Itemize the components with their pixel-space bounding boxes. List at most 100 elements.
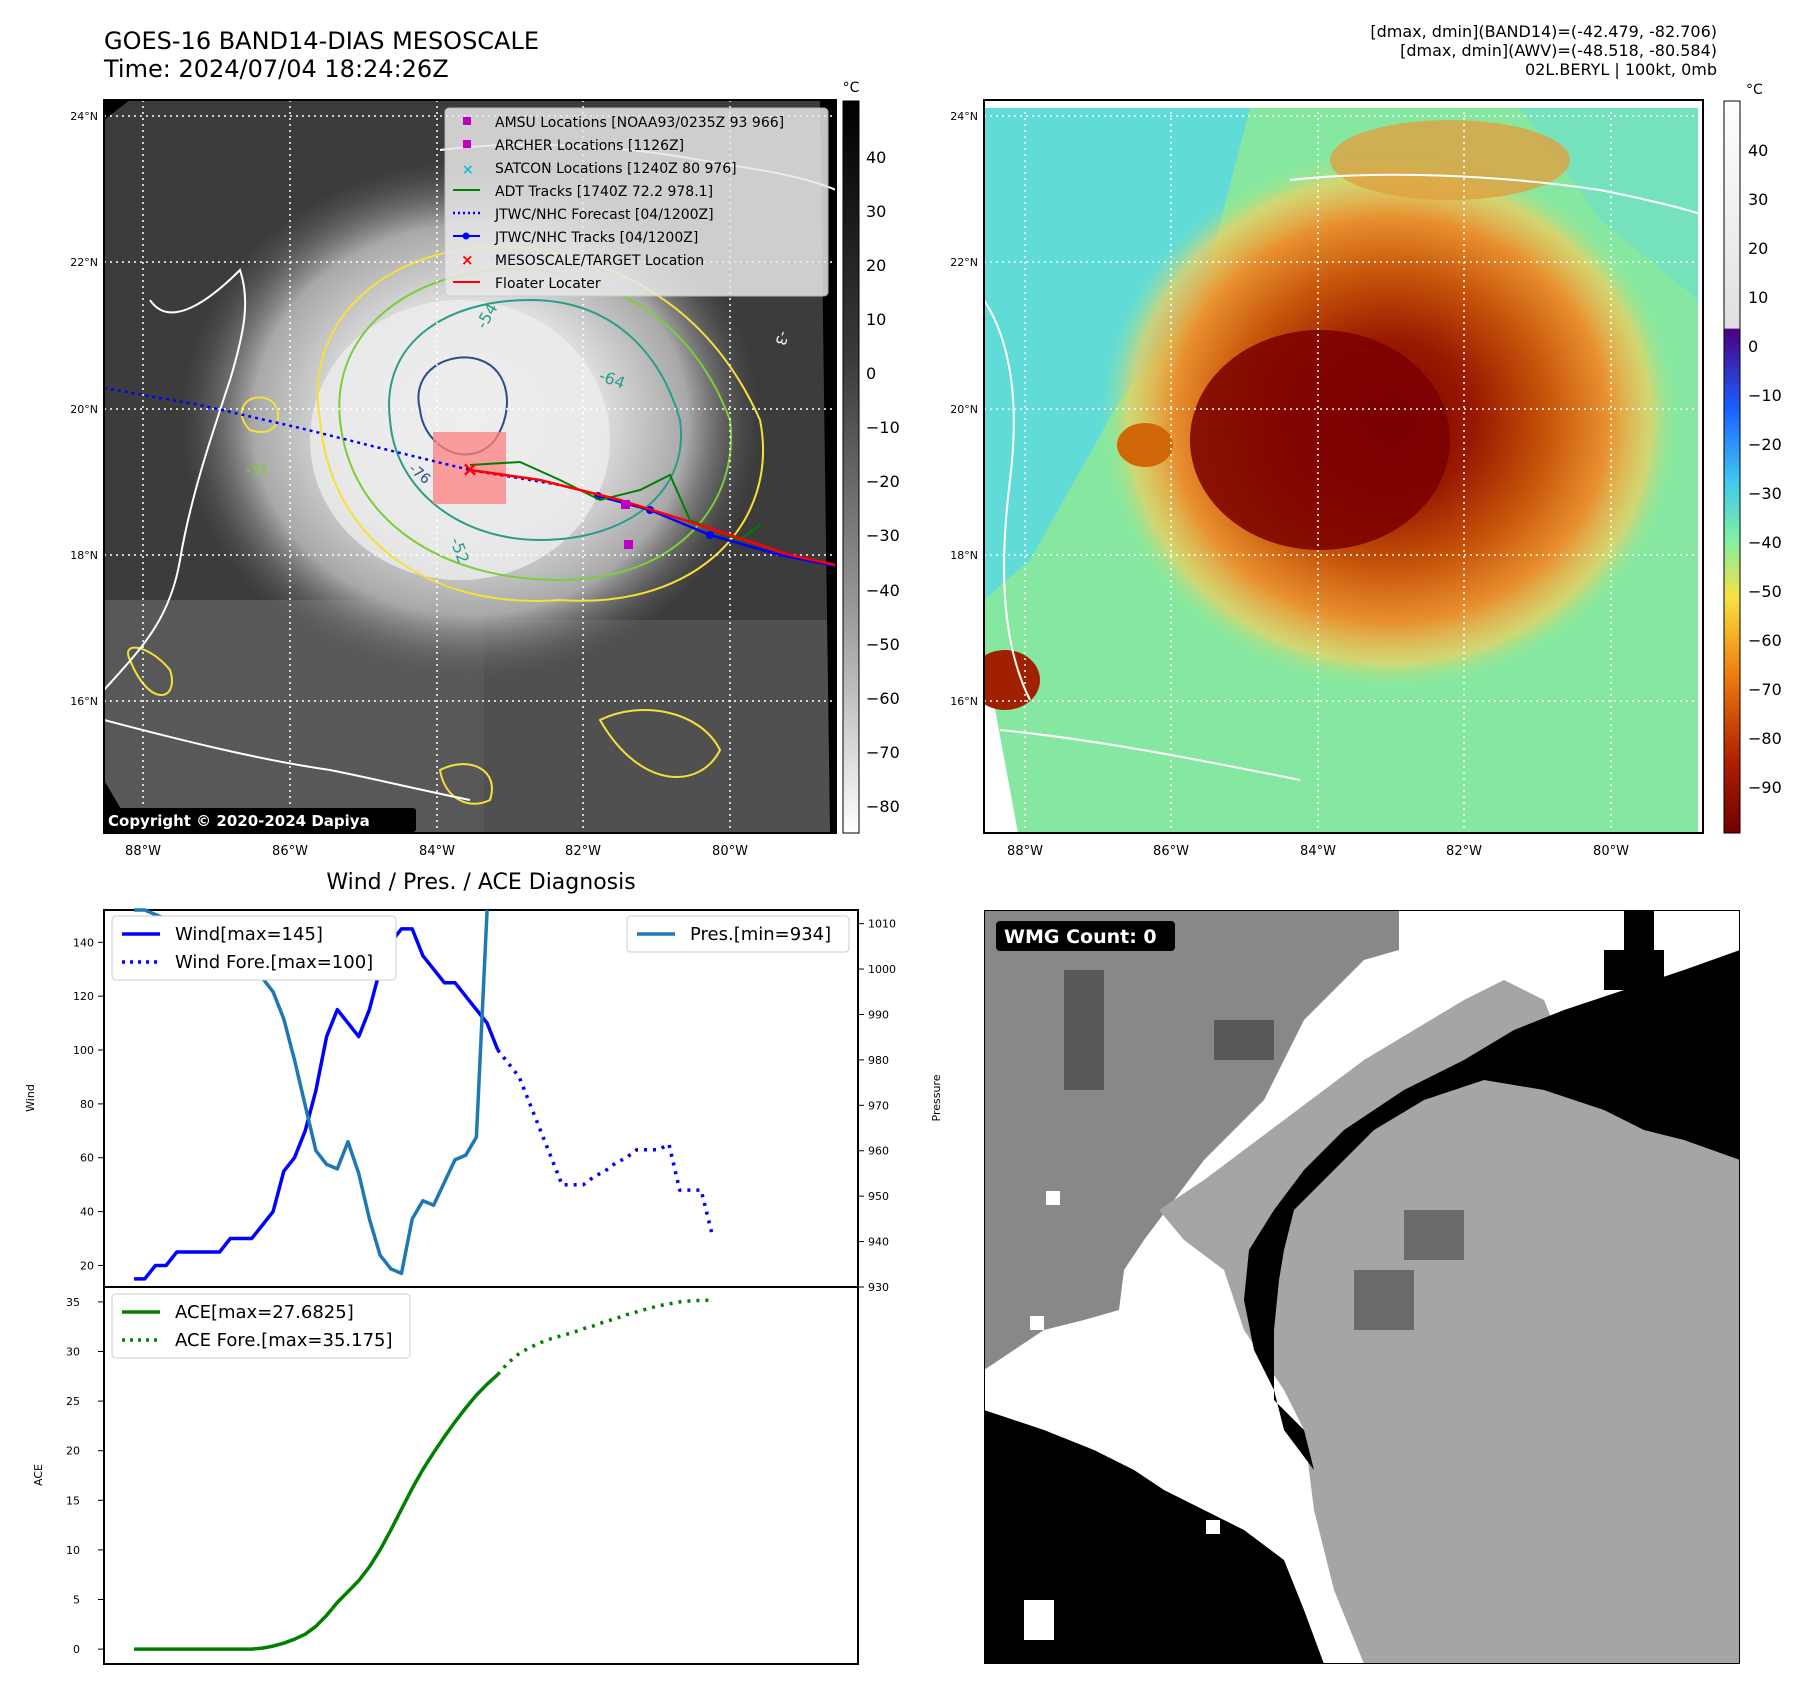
wmg-block-dark [1404, 1210, 1464, 1260]
svg-text:40: 40 [866, 148, 886, 167]
contour-label: -31 [246, 463, 269, 479]
svg-text:−20: −20 [866, 472, 900, 491]
svg-text:30: 30 [1748, 190, 1768, 209]
target-marker: × [462, 457, 479, 481]
legend-amsu: AMSU Locations [NOAA93/0235Z 93 966] [495, 115, 784, 131]
svg-text:−50: −50 [1748, 582, 1782, 601]
wmg-block-dark [1064, 970, 1104, 1090]
svg-text:80°W: 80°W [1593, 844, 1629, 859]
wind-tick-label: 40 [80, 1206, 94, 1219]
wmg-region-black-sw [984, 1410, 1324, 1664]
svg-text:10: 10 [866, 310, 886, 329]
archer-marker [621, 500, 630, 509]
wind-tick-label: 80 [80, 1098, 94, 1111]
svg-text:−60: −60 [866, 689, 900, 708]
awv-colorbar-unit: °C [1746, 82, 1763, 98]
svg-text:82°W: 82°W [565, 844, 601, 859]
svg-text:−70: −70 [866, 743, 900, 762]
svg-text:−30: −30 [866, 526, 900, 545]
wmg-block-dark [1354, 1270, 1414, 1330]
pressure-tick-label: 950 [868, 1190, 889, 1203]
legend-ace: ACE[max=27.6825] [175, 1302, 354, 1323]
copyright-text: Copyright © 2020-2024 Dapiya [108, 812, 370, 830]
svg-text:10: 10 [1748, 288, 1768, 307]
floater-locater [469, 468, 836, 567]
svg-text:24°N: 24°N [70, 110, 98, 123]
wind-tick-label: 20 [80, 1259, 94, 1272]
wmg-panel: WMG Count: 0 [984, 910, 1740, 1664]
dmax-awv: [dmax, dmin](AWV)=(-48.518, -80.584) [1400, 41, 1717, 60]
legend-pressure: Pres.[min=934] [690, 924, 831, 945]
svg-text:20: 20 [866, 256, 886, 275]
svg-text:80°W: 80°W [712, 844, 748, 859]
svg-text:24°N: 24°N [950, 110, 978, 123]
legend-adt: ADT Tracks [1740Z 72.2 978.1] [495, 184, 713, 200]
svg-text:−10: −10 [866, 418, 900, 437]
ir-colorbar-unit: °C [843, 80, 860, 96]
legend-jtwc-forecast: JTWC/NHC Forecast [04/1200Z] [494, 207, 714, 223]
svg-text:−40: −40 [1748, 533, 1782, 552]
svg-text:86°W: 86°W [1153, 844, 1189, 859]
stats-block: [dmax, dmin](BAND14)=(-42.479, -82.706) … [1370, 22, 1717, 79]
ir-frame [103, 99, 837, 834]
legend-jtwc-tracks: JTWC/NHC Tracks [04/1200Z] [494, 230, 698, 246]
awv-colorbar [1723, 100, 1741, 834]
pressure-tick-label: 980 [868, 1054, 889, 1067]
ace-legend: ACE[max=27.6825] ACE Fore.[max=35.175] [111, 1293, 411, 1359]
svg-text:−40: −40 [866, 581, 900, 600]
wind-tick-label: 60 [80, 1152, 94, 1165]
awv-frame [983, 99, 1704, 834]
svg-text:22°N: 22°N [950, 256, 978, 269]
ace-tick-label: 35 [66, 1296, 80, 1309]
ir-lat-labels: 24°N 22°N 20°N 18°N 16°N [70, 110, 98, 708]
svg-text:−20: −20 [1748, 435, 1782, 454]
ir-legend: × × AMSU Locations [NOAA93/0235Z 93 966]… [444, 107, 829, 297]
ace-tick-label: 25 [66, 1395, 80, 1408]
svg-text:18°N: 18°N [70, 549, 98, 562]
pressure-tick-label: 970 [868, 1099, 889, 1112]
copyright-badge [104, 808, 416, 832]
svg-text:86°W: 86°W [272, 844, 308, 859]
ir-colorbar [842, 100, 860, 834]
svg-text:40: 40 [1748, 141, 1768, 160]
wind-tick-label: 120 [73, 990, 94, 1003]
ace-axis-label: ACE [32, 1464, 45, 1486]
pressure-tick-label: 960 [868, 1145, 889, 1158]
wmg-region-light [1159, 980, 1740, 1664]
svg-text:−80: −80 [1748, 729, 1782, 748]
legend-wind-forecast: Wind Fore.[max=100] [175, 952, 373, 973]
svg-text:20°N: 20°N [70, 403, 98, 416]
svg-text:84°W: 84°W [1300, 844, 1336, 859]
awv-gridlines [984, 100, 1703, 833]
legend-floater: Floater Locater [495, 276, 601, 292]
svg-text:−70: −70 [1748, 680, 1782, 699]
svg-text:20: 20 [1748, 239, 1768, 258]
ace-tick-label: 5 [73, 1594, 80, 1607]
svg-text:×: × [461, 251, 474, 269]
storm-info: 02L.BERYL | 100kt, 0mb [1525, 60, 1717, 79]
wmg-block [1624, 910, 1654, 960]
pressure-axis-label: Pressure [930, 1074, 943, 1121]
svg-text:−30: −30 [1748, 484, 1782, 503]
chart-title: Wind / Pres. / ACE Diagnosis [326, 870, 635, 895]
ir-panel: × -54 -64 -31 -76 -52 -3 × × AMSU Locati… [70, 80, 900, 859]
svg-text:16°N: 16°N [70, 695, 98, 708]
wind-legend: Wind[max=145] Wind Fore.[max=100] [111, 915, 397, 981]
svg-text:−60: −60 [1748, 631, 1782, 650]
legend-mesoscale: MESOSCALE/TARGET Location [495, 253, 704, 269]
svg-text:×: × [462, 162, 474, 178]
legend-wind: Wind[max=145] [175, 924, 323, 945]
awv-lon-labels: 88°W 86°W 84°W 82°W 80°W [1007, 844, 1629, 859]
target-box [433, 432, 506, 504]
wind-tick-label: 100 [73, 1044, 94, 1057]
svg-text:30: 30 [866, 202, 886, 221]
ace-tick-label: 20 [66, 1445, 80, 1458]
figure-time: Time: 2024/07/04 18:24:26Z [104, 55, 449, 83]
svg-text:88°W: 88°W [1007, 844, 1043, 859]
ace-line [134, 1373, 499, 1651]
coastline-yucatan [104, 268, 247, 691]
coastline-honduras [104, 719, 471, 801]
contour-green [338, 267, 733, 582]
wind-tick-label: 140 [73, 936, 94, 949]
svg-text:0: 0 [866, 364, 876, 383]
